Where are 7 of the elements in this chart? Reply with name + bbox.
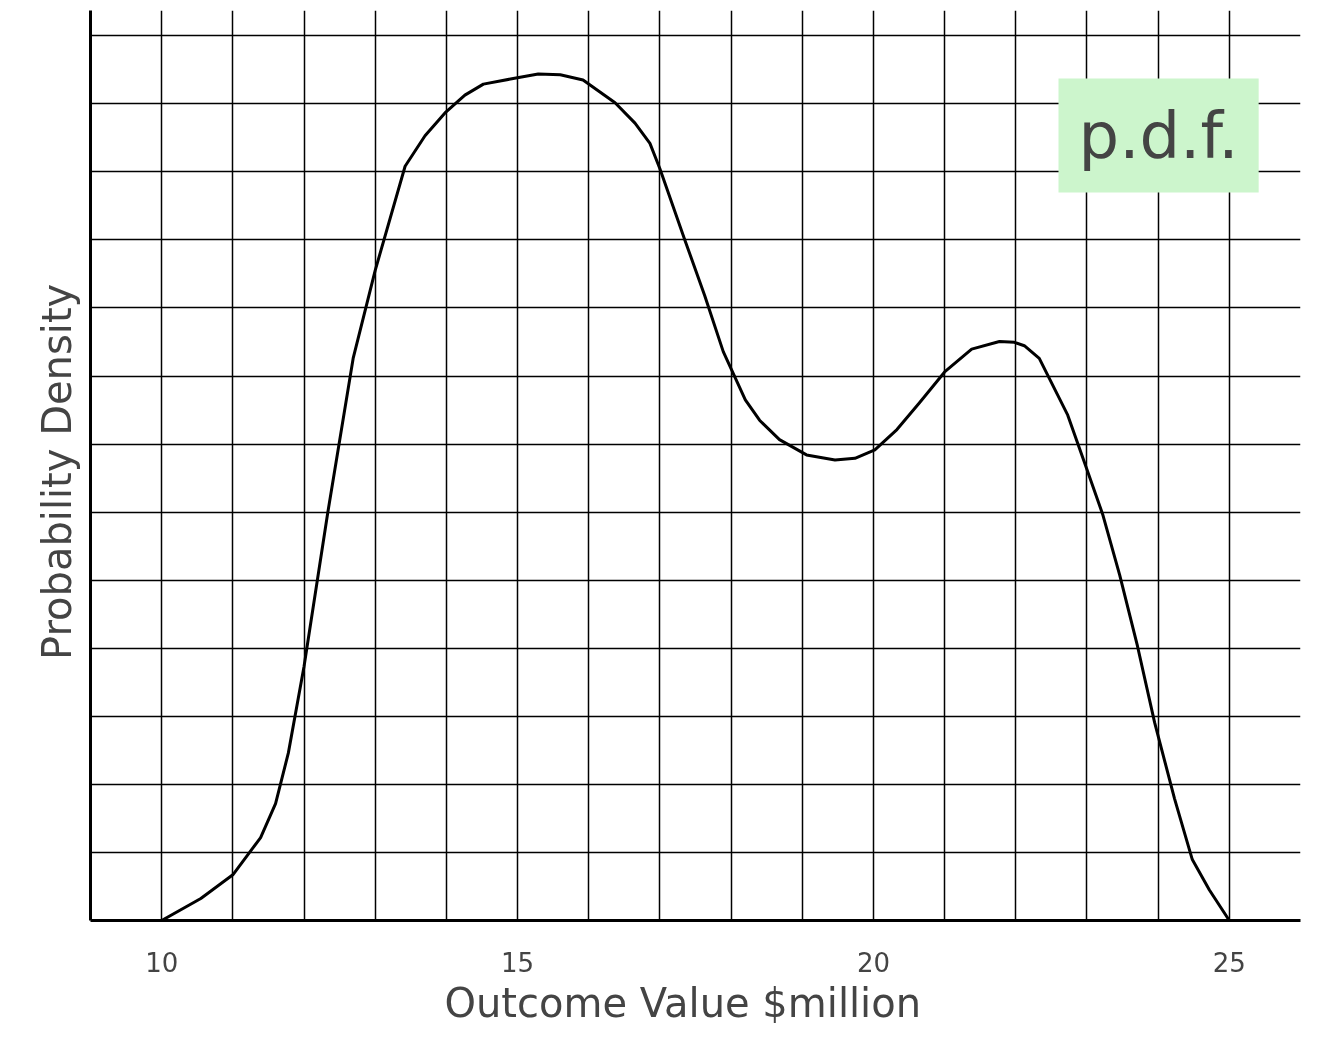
x-tick-label: 25 — [1212, 947, 1246, 978]
x-axis-title: Outcome Value $million — [444, 979, 922, 1026]
x-tick-label: 10 — [145, 947, 179, 978]
y-axis-title: Probability Density — [33, 283, 80, 660]
x-tick-label: 15 — [501, 947, 535, 978]
annotation: p.d.f. — [1078, 98, 1239, 173]
x-tick-label: 20 — [856, 947, 890, 978]
